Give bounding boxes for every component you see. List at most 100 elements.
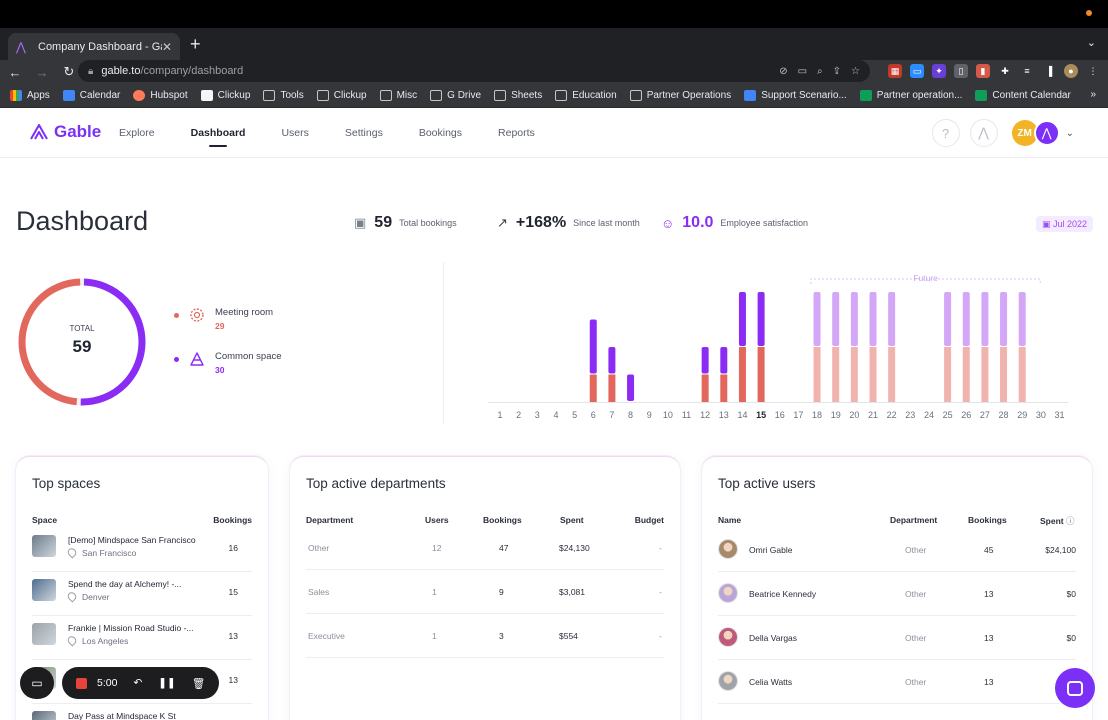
calendar-extension-icon[interactable]: ▦: [888, 64, 902, 78]
info-icon[interactable]: ⓘ: [1066, 516, 1075, 526]
bar-day-7-common-space[interactable]: [608, 347, 616, 374]
bar-day-28-common-space[interactable]: [1000, 292, 1008, 346]
bar-day-21-common-space[interactable]: [869, 292, 877, 346]
puzzle-extensions-icon[interactable]: ✚: [1001, 66, 1009, 76]
bar-day-21-meeting-room[interactable]: [869, 347, 877, 402]
lipstick-extension-icon[interactable]: ▮: [976, 64, 990, 78]
table-row[interactable]: Other 12 47 $24,130 -: [290, 533, 680, 577]
bar-day-13-common-space[interactable]: [720, 347, 728, 374]
undo-recording-icon[interactable]: ↶: [133, 677, 143, 689]
table-row[interactable]: Executive 1 3 $554 -: [290, 621, 680, 665]
bookmark-star-icon[interactable]: ☆: [851, 65, 860, 77]
new-tab-button[interactable]: +: [190, 34, 201, 54]
nav-reports[interactable]: Reports: [498, 127, 535, 139]
bar-day-26-common-space[interactable]: [962, 292, 970, 346]
forward-button[interactable]: →: [35, 64, 49, 80]
bookmark-hubspot[interactable]: Hubspot: [133, 90, 188, 101]
tab-search-chevron-icon[interactable]: ⌄: [1086, 37, 1096, 49]
bookmark-clickup-folder[interactable]: Clickup: [316, 90, 367, 101]
nav-settings[interactable]: Settings: [344, 127, 383, 139]
doc-extension-icon[interactable]: ▯: [954, 64, 968, 78]
nav-users[interactable]: Users: [281, 127, 309, 139]
bar-day-18-common-space[interactable]: [813, 292, 821, 346]
back-button[interactable]: ←: [8, 64, 22, 80]
bar-day-12-meeting-room[interactable]: [701, 374, 709, 403]
browser-menu-icon[interactable]: ⋮: [1088, 66, 1098, 76]
bar-day-25-meeting-room[interactable]: [944, 347, 952, 402]
bookmark-misc[interactable]: Misc: [379, 90, 417, 101]
bookmark-education[interactable]: Education: [555, 90, 617, 101]
reload-button[interactable]: ↻: [63, 64, 75, 79]
share-icon[interactable]: ⇪: [832, 65, 842, 77]
bar-day-6-common-space[interactable]: [589, 319, 597, 374]
more-bookmarks-icon[interactable]: »: [1090, 89, 1096, 100]
color-extension-icon[interactable]: ✦: [932, 64, 946, 78]
bar-day-19-common-space[interactable]: [832, 292, 840, 346]
nav-bookings[interactable]: Bookings: [418, 127, 463, 139]
bar-day-29-common-space[interactable]: [1018, 292, 1026, 346]
pause-recording-icon[interactable]: ❚❚: [158, 677, 176, 689]
table-row[interactable]: Spend the day at Alchemy! -... Denver 15: [16, 577, 268, 621]
bookmark-calendar[interactable]: Calendar: [62, 90, 120, 101]
bar-day-14-common-space[interactable]: [738, 292, 746, 346]
camera-blocked-icon[interactable]: ⊘: [779, 65, 788, 77]
table-row[interactable]: Frankie | Mission Road Studio -... Los An…: [16, 621, 268, 665]
video-icon[interactable]: ▭: [797, 65, 808, 77]
profile-icon[interactable]: ●: [1064, 64, 1078, 78]
bar-day-6-meeting-room[interactable]: [589, 374, 597, 403]
nav-explore[interactable]: Explore: [119, 127, 155, 139]
bar-day-7-meeting-room[interactable]: [608, 374, 616, 403]
bar-day-28-meeting-room[interactable]: [1000, 347, 1008, 402]
delete-recording-icon[interactable]: 🗑︎: [191, 677, 206, 690]
close-tab-icon[interactable]: ✕: [161, 39, 172, 54]
help-button[interactable]: ?: [931, 119, 960, 147]
bookmark-support-scenario[interactable]: Support Scenario...: [744, 90, 847, 101]
bar-day-29-meeting-room[interactable]: [1018, 347, 1026, 402]
bookmark-gdrive[interactable]: G Drive: [430, 90, 481, 101]
bookmark-partner-operation-sheet[interactable]: Partner operation...: [859, 90, 962, 101]
bookmark-tools[interactable]: Tools: [263, 90, 304, 101]
table-row[interactable]: Celia Watts Other 13: [702, 667, 1092, 711]
bar-day-27-common-space[interactable]: [981, 292, 989, 346]
bar-day-14-meeting-room[interactable]: [738, 347, 746, 402]
bookmark-clickup[interactable]: Clickup: [200, 90, 250, 101]
table-row[interactable]: Della Vargas Other 13 $0: [702, 623, 1092, 667]
nav-dashboard[interactable]: Dashboard: [190, 127, 246, 147]
reading-list-icon[interactable]: ≡: [1024, 66, 1030, 76]
account-menu[interactable]: ZM ⋀ ⌄: [1011, 120, 1074, 146]
browser-tab[interactable]: ⋀ Company Dashboard - Gable ✕: [8, 33, 180, 60]
bar-day-12-common-space[interactable]: [701, 347, 709, 374]
zoom-extension-icon[interactable]: ▭: [910, 64, 924, 78]
table-row[interactable]: Day Pass at Mindspace K St: [16, 709, 268, 720]
bar-day-15-common-space[interactable]: [757, 292, 765, 346]
bar-day-15-meeting-room[interactable]: [757, 347, 765, 402]
bar-day-20-common-space[interactable]: [850, 292, 858, 346]
bookmark-partner-operations[interactable]: Partner Operations: [629, 90, 731, 101]
month-picker[interactable]: ▣ Jul 2022: [1036, 216, 1094, 232]
bar-day-22-common-space[interactable]: [888, 292, 896, 346]
bar-day-27-meeting-room[interactable]: [981, 347, 989, 402]
address-bar[interactable]: 🔒︎ gable.to/company/dashboard ⊘ ▭ ⌕ ⇪ ☆: [78, 60, 870, 82]
bar-day-8-common-space[interactable]: [627, 374, 635, 402]
bookmark-sheets[interactable]: Sheets: [494, 90, 542, 101]
bar-day-18-meeting-room[interactable]: [813, 347, 821, 402]
bookmark-apps[interactable]: Apps: [10, 90, 50, 101]
table-row[interactable]: [Demo] Mindspace San Francisco San Franci…: [16, 533, 268, 577]
table-row[interactable]: Beatrice Kennedy Other 13 $0: [702, 579, 1092, 623]
bar-day-22-meeting-room[interactable]: [888, 347, 896, 402]
support-chat-button[interactable]: [1055, 668, 1095, 708]
bookmark-content-calendar[interactable]: Content Calendar: [975, 90, 1071, 101]
table-row[interactable]: Omri Gable Other 45 $24,100: [702, 535, 1092, 579]
zoom-icon[interactable]: ⌕: [817, 65, 823, 77]
side-panel-icon[interactable]: ▐: [1045, 66, 1053, 76]
bar-day-20-meeting-room[interactable]: [850, 347, 858, 402]
stop-recording-button[interactable]: [76, 677, 87, 689]
gable-switch-button[interactable]: ⋀: [969, 119, 998, 147]
gable-logo[interactable]: Gable: [30, 122, 101, 142]
camera-toggle-button[interactable]: ▭: [20, 667, 54, 699]
bar-day-19-meeting-room[interactable]: [832, 347, 840, 402]
bar-day-25-common-space[interactable]: [944, 292, 952, 346]
bar-day-13-meeting-room[interactable]: [720, 374, 728, 403]
bar-day-26-meeting-room[interactable]: [962, 347, 970, 402]
table-row[interactable]: Sales 1 9 $3,081 -: [290, 577, 680, 621]
